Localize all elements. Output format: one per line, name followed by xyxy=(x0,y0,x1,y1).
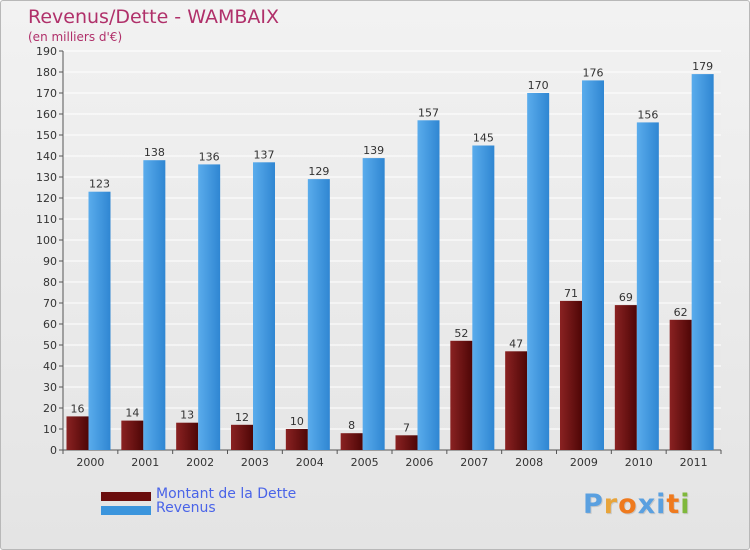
y-tick-label: 80 xyxy=(43,276,57,289)
bar-dette xyxy=(505,351,528,450)
x-tick-label: 2005 xyxy=(351,456,379,469)
proxiti-logo: Proxiti xyxy=(583,489,691,520)
y-tick-label: 50 xyxy=(43,339,57,352)
bar-dette xyxy=(340,433,363,450)
logo-letter: o xyxy=(618,489,638,520)
data-label-revenus: 157 xyxy=(418,106,439,119)
logo-letter: x xyxy=(637,489,657,520)
y-tick-label: 90 xyxy=(43,255,57,268)
bar-revenus xyxy=(691,74,714,450)
data-label-dette: 47 xyxy=(509,337,523,350)
y-tick-label: 0 xyxy=(50,444,57,457)
data-label-dette: 16 xyxy=(71,402,85,415)
y-tick-label: 70 xyxy=(43,297,57,310)
legend-label-dette: Montant de la Dette xyxy=(156,486,297,502)
legend-swatch-revenus xyxy=(101,506,151,515)
data-label-dette: 7 xyxy=(403,421,410,434)
bar-revenus xyxy=(88,191,111,450)
bar-revenus xyxy=(527,93,550,450)
data-label-revenus: 179 xyxy=(692,60,713,73)
bar-revenus xyxy=(636,122,659,451)
data-label-dette: 13 xyxy=(180,409,194,422)
data-label-dette: 62 xyxy=(674,306,688,319)
data-label-dette: 12 xyxy=(235,411,249,424)
data-label-revenus: 156 xyxy=(637,108,658,121)
bar-dette xyxy=(66,416,89,450)
legend-swatch-dette xyxy=(101,492,151,501)
y-tick-label: 30 xyxy=(43,381,57,394)
data-label-dette: 8 xyxy=(348,419,355,432)
logo-letter: t xyxy=(666,489,681,520)
bar-revenus xyxy=(417,120,440,451)
bar-dette xyxy=(121,420,144,450)
y-tick-label: 150 xyxy=(36,129,57,142)
data-label-revenus: 139 xyxy=(363,144,384,157)
data-label-revenus: 138 xyxy=(144,146,165,159)
bar-revenus xyxy=(472,145,495,450)
logo-letter: P xyxy=(583,489,604,520)
y-tick-label: 170 xyxy=(36,87,57,100)
y-tick-label: 40 xyxy=(43,360,57,373)
x-tick-label: 2002 xyxy=(186,456,214,469)
x-tick-label: 2000 xyxy=(76,456,104,469)
y-tick-label: 20 xyxy=(43,402,57,415)
y-tick-label: 130 xyxy=(36,171,57,184)
data-label-dette: 71 xyxy=(564,287,578,300)
y-tick-label: 180 xyxy=(36,66,57,79)
y-tick-label: 140 xyxy=(36,150,57,163)
data-label-dette: 69 xyxy=(619,291,633,304)
x-tick-label: 2009 xyxy=(570,456,598,469)
data-label-revenus: 129 xyxy=(308,165,329,178)
x-tick-label: 2010 xyxy=(625,456,653,469)
legend-label-revenus: Revenus xyxy=(156,500,216,516)
bar-revenus xyxy=(253,162,275,451)
bar-dette xyxy=(450,340,473,450)
data-label-dette: 10 xyxy=(290,415,304,428)
x-tick-label: 2007 xyxy=(460,456,488,469)
x-tick-label: 2001 xyxy=(131,456,159,469)
bar-dette xyxy=(669,319,692,450)
y-tick-label: 60 xyxy=(43,318,57,331)
data-label-revenus: 137 xyxy=(254,148,275,161)
bar-revenus xyxy=(143,160,166,450)
bar-dette xyxy=(614,305,637,450)
bar-dette xyxy=(285,429,308,450)
y-tick-label: 120 xyxy=(36,192,57,205)
x-tick-label: 2004 xyxy=(296,456,324,469)
x-tick-label: 2003 xyxy=(241,456,269,469)
chart-title: Revenus/Dette - WAMBAIX xyxy=(28,6,279,28)
data-label-dette: 14 xyxy=(125,407,139,420)
chart-subtitle: (en milliers d'€) xyxy=(28,30,123,44)
y-tick-label: 100 xyxy=(36,234,57,247)
data-label-revenus: 176 xyxy=(583,66,604,79)
x-tick-label: 2006 xyxy=(405,456,433,469)
bar-dette xyxy=(231,424,253,450)
bar-revenus xyxy=(198,164,221,450)
bar-revenus xyxy=(362,158,385,450)
x-tick-label: 2008 xyxy=(515,456,543,469)
bar-dette xyxy=(176,422,199,450)
logo-letter: i xyxy=(680,489,691,520)
data-label-revenus: 123 xyxy=(89,178,110,191)
y-tick-label: 190 xyxy=(36,45,57,58)
bar-dette xyxy=(560,300,582,450)
data-label-revenus: 170 xyxy=(528,79,549,92)
data-label-dette: 52 xyxy=(454,327,468,340)
bar-revenus xyxy=(582,80,604,451)
bar-dette xyxy=(395,435,418,450)
logo-letter: i xyxy=(656,489,667,520)
data-label-revenus: 145 xyxy=(473,132,494,145)
logo-letter: r xyxy=(603,489,619,520)
bar-revenus xyxy=(307,179,330,450)
x-tick-label: 2011 xyxy=(680,456,708,469)
y-tick-label: 160 xyxy=(36,108,57,121)
data-label-revenus: 136 xyxy=(199,150,220,163)
plot-area xyxy=(63,51,721,450)
y-tick-label: 110 xyxy=(36,213,57,226)
y-tick-label: 10 xyxy=(43,423,57,436)
